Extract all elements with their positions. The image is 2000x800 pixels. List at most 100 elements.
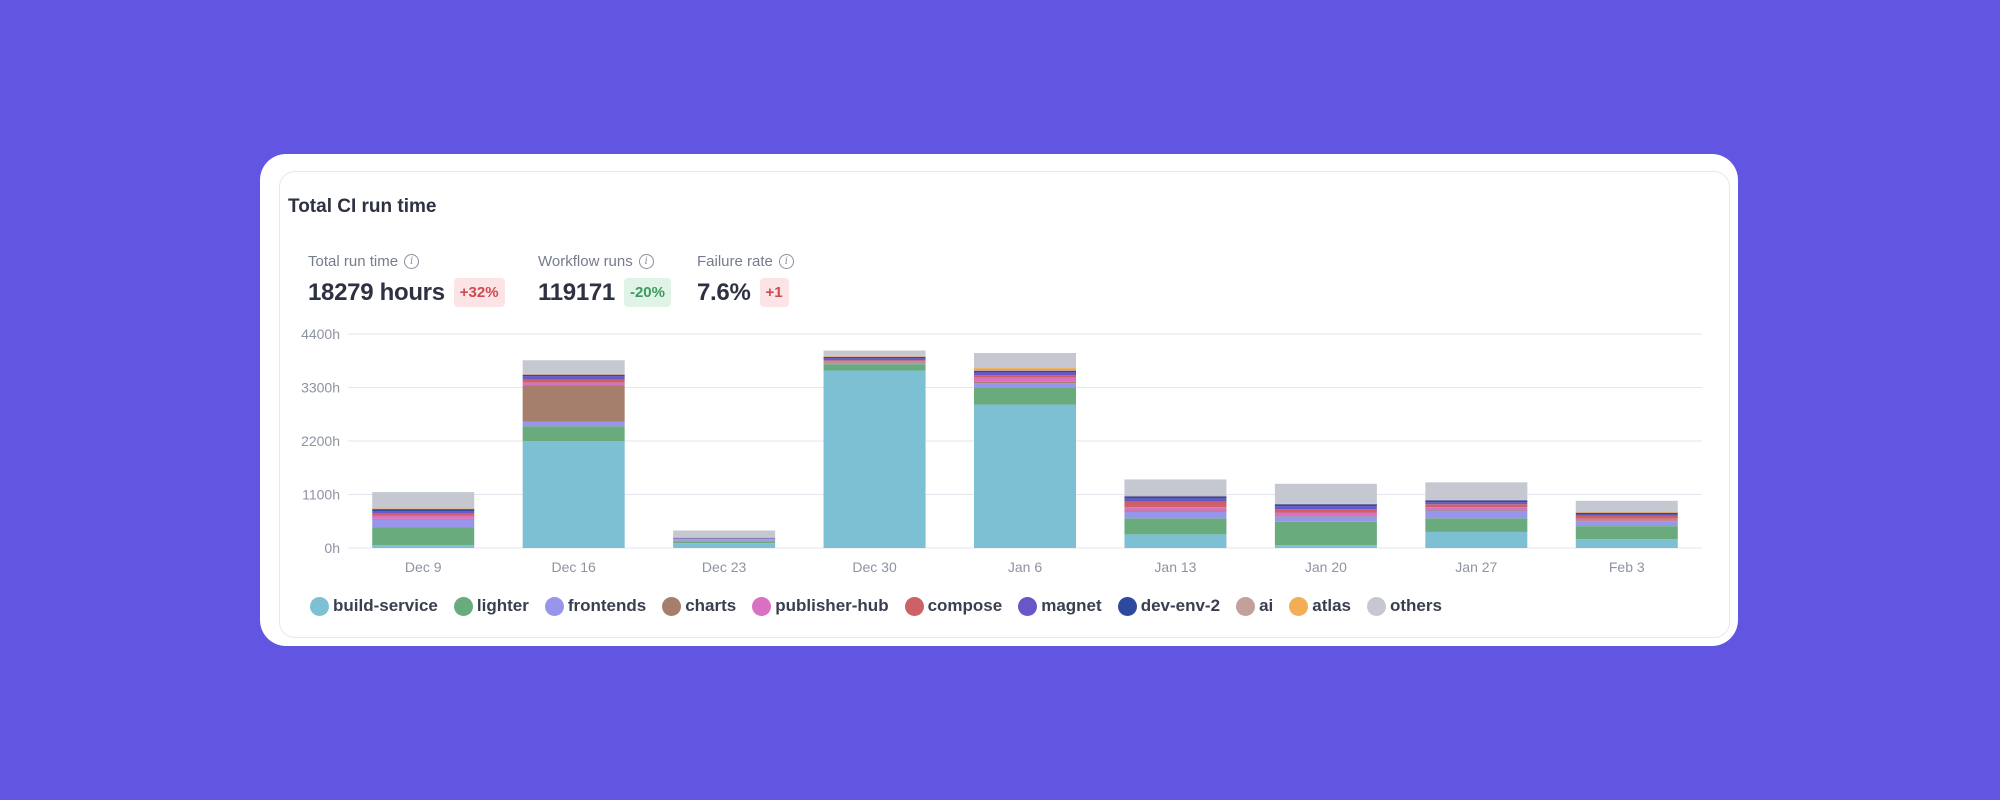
metric-value: 18279 hours (308, 278, 445, 306)
bar-segment-magnet (1425, 502, 1528, 505)
bar-segment-publisher-hub (522, 382, 625, 386)
bar-segment-build-service (823, 370, 926, 548)
legend-item-lighter[interactable]: lighter (453, 596, 529, 616)
bar-segment-publisher-hub (1425, 507, 1528, 510)
legend-label: lighter (476, 596, 529, 615)
bar-segment-frontends (823, 363, 926, 365)
legend-label: compose (927, 596, 1003, 615)
legend-item-magnet[interactable]: magnet (1018, 596, 1102, 616)
metric-total-run-time: Total run time i 18279 hours +32% (308, 253, 505, 307)
info-icon[interactable]: i (404, 254, 420, 269)
bar-segment-others (673, 530, 776, 538)
bar-segment-magnet (974, 372, 1076, 376)
info-icon[interactable]: i (778, 254, 794, 269)
x-tick-label: Dec 9 (405, 559, 442, 575)
bar-segment-compose (522, 379, 625, 383)
bar-segment-frontends (1425, 510, 1528, 519)
bar-segment-ai (522, 373, 625, 375)
bar-segment-dev-env-2 (1124, 496, 1227, 499)
bar-segment-compose (823, 360, 926, 362)
bar-segment-charts (974, 381, 1076, 384)
legend-dot-icon (1117, 596, 1137, 616)
x-tick-label: Jan 20 (1305, 559, 1347, 575)
chart-legend: build-service lighter frontends charts publi… (310, 596, 1442, 616)
legend-dot-icon (752, 596, 772, 616)
metric-delta-badge: +1 (759, 278, 789, 307)
legend-item-build-service[interactable]: build-service (310, 596, 438, 616)
bar-segment-lighter (823, 364, 926, 371)
metric-value: 7.6% (697, 278, 751, 306)
bar-segment-build-service (1575, 539, 1678, 548)
bar-segment-dev-env-2 (522, 374, 625, 377)
metric-delta-badge: -20% (623, 278, 671, 307)
bar-segment-lighter (1425, 518, 1528, 532)
metric-delta-badge: +32% (453, 278, 505, 307)
bar-segment-publisher-hub (1274, 512, 1377, 516)
legend-dot-icon (1236, 596, 1256, 616)
y-tick-label: 2200h (301, 433, 340, 449)
x-tick-label: Feb 3 (1609, 559, 1645, 575)
bar-segment-build-service (974, 404, 1076, 548)
info-icon[interactable]: i (638, 254, 654, 269)
metric-label: Total run time (308, 253, 399, 270)
bar-segment-charts (522, 385, 625, 422)
legend-item-frontends[interactable]: frontends (544, 596, 646, 616)
metric-label: Failure rate (697, 253, 773, 270)
bar-segment-frontends (372, 519, 475, 528)
legend-item-compose[interactable]: compose (904, 596, 1003, 616)
bar-segment-frontends (974, 383, 1076, 388)
bar-segment-lighter (1124, 518, 1227, 535)
bar-segment-compose (372, 512, 475, 516)
bar-segment-magnet (1274, 506, 1377, 510)
bar-segment-dev-env-2 (372, 509, 475, 512)
metric-workflow-runs: Workflow runs i 119171 -20% (538, 253, 671, 307)
legend-label: atlas (1312, 596, 1351, 615)
legend-item-dev-env-2[interactable]: dev-env-2 (1117, 596, 1221, 616)
bar-segment-lighter (673, 541, 776, 544)
y-tick-label: 3300h (301, 380, 340, 396)
bar-segment-build-service (1274, 545, 1377, 548)
x-tick-label: Dec 23 (702, 559, 747, 575)
legend-dot-icon (453, 596, 473, 616)
metric-failure-rate: Failure rate i 7.6% +1 (697, 253, 794, 307)
bar-segment-dev-env-2 (823, 356, 926, 359)
bar-segment-publisher-hub (823, 361, 926, 363)
bar-segment-compose (974, 375, 1076, 378)
bar-segment-compose (1575, 515, 1678, 519)
legend-item-publisher-hub[interactable]: publisher-hub (752, 596, 889, 616)
legend-dot-icon (1289, 596, 1309, 616)
legend-label: build-service (333, 596, 438, 615)
bar-segment-compose (1124, 501, 1227, 508)
bar-segment-charts (823, 362, 926, 364)
legend-item-charts[interactable]: charts (662, 596, 736, 616)
bar-segment-frontends (522, 421, 625, 427)
legend-label: others (1390, 596, 1442, 615)
bar-segment-ai (974, 369, 1076, 371)
y-tick-label: 4400h (301, 326, 340, 342)
bar-segment-dev-env-2 (1425, 500, 1528, 503)
bar-segment-others (974, 352, 1076, 369)
bar-segment-publisher-hub (372, 515, 475, 519)
bar-segment-dev-env-2 (1274, 504, 1377, 507)
legend-dot-icon (544, 596, 564, 616)
x-tick-label: Jan 27 (1455, 559, 1497, 575)
legend-item-atlas[interactable]: atlas (1289, 596, 1351, 616)
bar-segment-others (823, 350, 926, 356)
legend-dot-icon (662, 596, 682, 616)
bar-segment-build-service (522, 441, 625, 548)
legend-label: publisher-hub (775, 596, 889, 615)
legend-item-ai[interactable]: ai (1236, 596, 1273, 616)
legend-item-others[interactable]: others (1367, 596, 1442, 616)
bar-segment-lighter (372, 527, 475, 546)
bar-segment-frontends (673, 540, 776, 542)
bar-segment-others (1274, 483, 1377, 504)
bar-segment-build-service (1124, 534, 1227, 548)
bar-segment-others (522, 360, 625, 374)
legend-label: dev-env-2 (1140, 596, 1221, 615)
bar-segment-magnet (1575, 514, 1678, 516)
bar-segment-charts (372, 518, 475, 520)
x-tick-label: Dec 30 (852, 559, 897, 575)
bar-segment-atlas (974, 368, 1076, 370)
bar-segment-magnet (1124, 498, 1227, 502)
